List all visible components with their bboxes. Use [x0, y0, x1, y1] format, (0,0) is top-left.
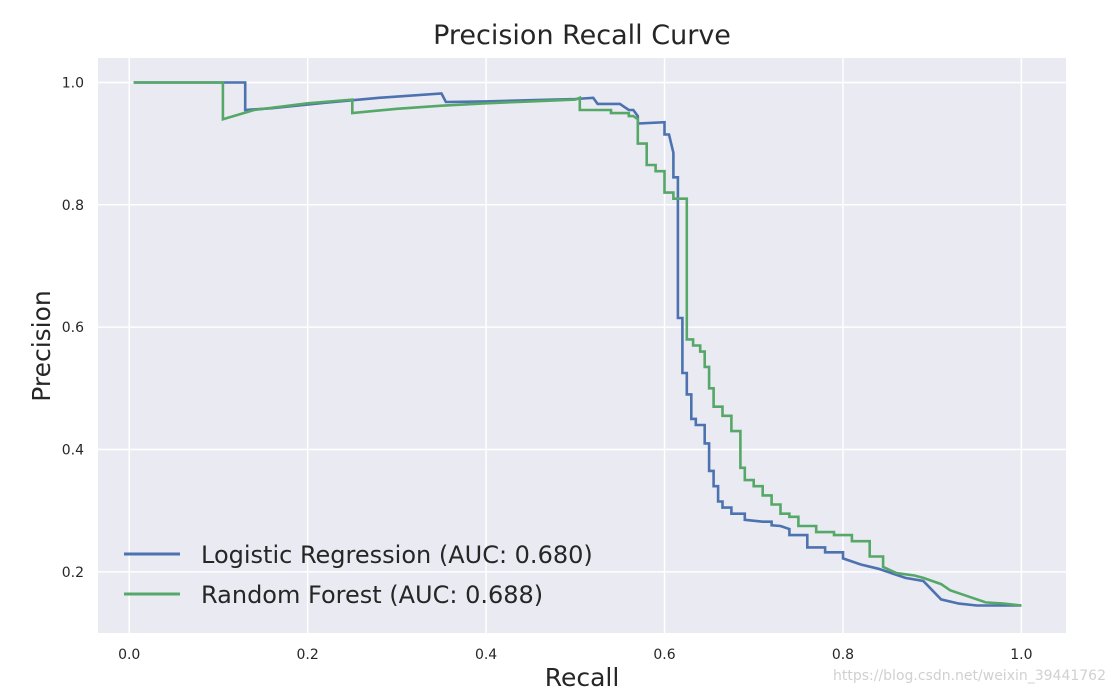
x-tick-label: 0.2 [297, 647, 319, 663]
grid-lines [98, 58, 1066, 633]
x-tick-label: 0.0 [118, 647, 140, 663]
series-layer [133, 81, 1022, 607]
tick-labels: 0.0 0.2 0.4 0.6 0.8 1.0 0.2 0.4 0.6 0.8 1.0 [62, 75, 1033, 663]
chart-title: Precision Recall Curve [433, 20, 731, 51]
y-tick-label: 0.8 [62, 198, 84, 214]
x-tick-label: 1.0 [1010, 647, 1032, 663]
y-tick-label: 0.2 [62, 565, 84, 581]
series-line-random-forest [133, 81, 1022, 607]
y-axis-label: Precision [27, 290, 56, 402]
x-axis-label: Recall [545, 663, 620, 692]
x-tick-label: 0.6 [653, 647, 675, 663]
plot-background [98, 58, 1066, 633]
legend-label-random-forest: Random Forest (AUC: 0.688) [201, 581, 543, 609]
x-tick-label: 0.4 [475, 647, 497, 663]
y-tick-label: 1.0 [62, 75, 84, 91]
series-line-logistic-regression [133, 81, 1022, 607]
x-tick-label: 0.8 [832, 647, 854, 663]
legend: Logistic Regression (AUC: 0.680) Random … [124, 541, 593, 609]
watermark-text: https://blog.csdn.net/weixin_39441762 [833, 668, 1106, 684]
y-tick-label: 0.4 [62, 442, 84, 458]
legend-label-logistic-regression: Logistic Regression (AUC: 0.680) [201, 541, 593, 569]
y-tick-label: 0.6 [62, 320, 84, 336]
